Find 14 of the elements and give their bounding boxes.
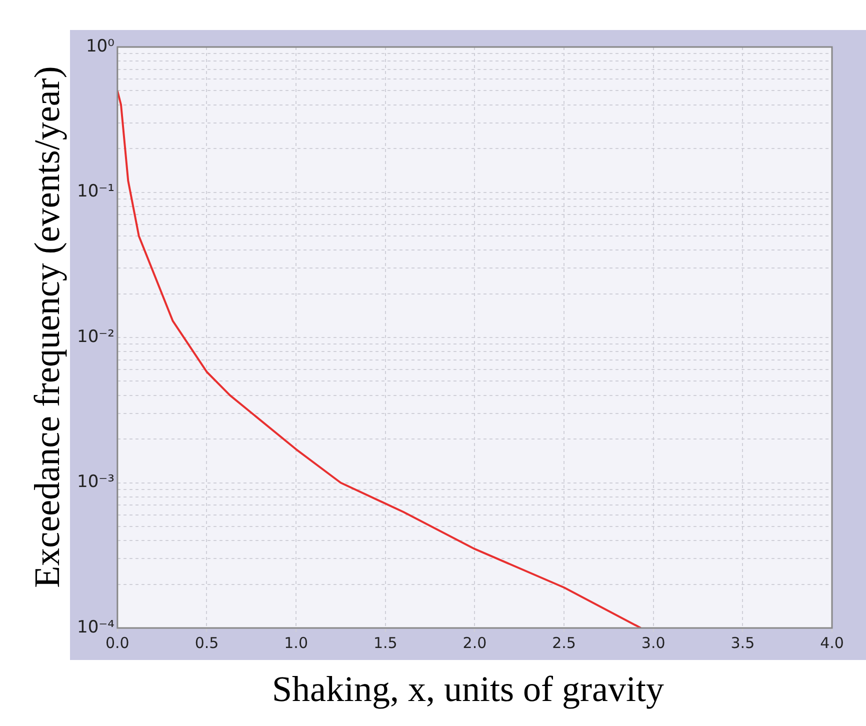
x-tick-label: 2.0: [462, 634, 487, 652]
x-tick-label: 1.5: [373, 634, 398, 652]
x-axis-title: Shaking, x, units of gravity: [271, 668, 665, 710]
x-tick-label: 3.5: [730, 634, 755, 652]
x-tick-label: 2.5: [552, 634, 576, 652]
x-tick-label: 3.0: [641, 634, 666, 652]
x-tick-label: 4.0: [820, 634, 844, 652]
y-tick-label: 10⁰: [86, 36, 115, 56]
x-tick-label: 1.0: [284, 634, 308, 652]
y-axis-title: Exceedance frequency (events/year): [26, 66, 68, 588]
x-tick-label: 0.5: [194, 634, 219, 652]
y-tick-label: 10⁻²: [77, 326, 114, 347]
y-tick-label: 10⁻³: [77, 472, 114, 492]
y-tick-label: 10⁻¹: [77, 182, 114, 202]
